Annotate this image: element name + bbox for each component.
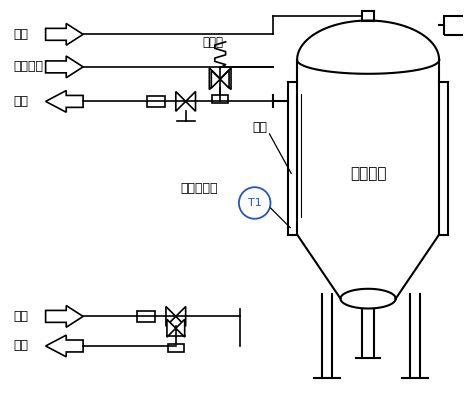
Text: T1: T1 bbox=[248, 198, 261, 208]
Polygon shape bbox=[220, 71, 229, 88]
Polygon shape bbox=[176, 319, 185, 337]
Bar bbox=[147, 96, 165, 107]
Polygon shape bbox=[176, 91, 185, 111]
Polygon shape bbox=[211, 71, 220, 88]
Bar bbox=[137, 311, 155, 322]
Text: 冷媒: 冷媒 bbox=[13, 310, 28, 323]
Text: 夹套: 夹套 bbox=[252, 121, 267, 134]
Bar bbox=[168, 344, 184, 352]
Polygon shape bbox=[167, 319, 176, 337]
Bar bbox=[212, 95, 228, 103]
Text: 排污: 排污 bbox=[13, 339, 28, 353]
Text: 安全阀: 安全阀 bbox=[202, 36, 223, 49]
Text: 冷媒: 冷媒 bbox=[13, 95, 28, 108]
Polygon shape bbox=[220, 68, 231, 89]
Polygon shape bbox=[185, 91, 196, 111]
Text: 温度传感器: 温度传感器 bbox=[181, 182, 218, 195]
Text: 罐类设备: 罐类设备 bbox=[350, 166, 386, 181]
Text: 蒸汽: 蒸汽 bbox=[13, 28, 28, 41]
Bar bbox=[444, 16, 466, 35]
Polygon shape bbox=[209, 68, 220, 89]
Polygon shape bbox=[176, 307, 185, 326]
Polygon shape bbox=[166, 307, 176, 326]
Text: 压缩空气: 压缩空气 bbox=[13, 60, 43, 73]
